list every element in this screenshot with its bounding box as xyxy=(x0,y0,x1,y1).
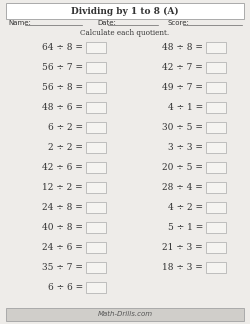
Text: 6 ÷ 6 =: 6 ÷ 6 = xyxy=(48,283,83,292)
Bar xyxy=(206,142,226,153)
Bar xyxy=(206,82,226,93)
Bar xyxy=(206,222,226,233)
Bar xyxy=(86,102,106,113)
Text: 3 ÷ 3 =: 3 ÷ 3 = xyxy=(168,143,203,152)
Text: 40 ÷ 8 =: 40 ÷ 8 = xyxy=(42,223,83,232)
Text: 64 ÷ 8 =: 64 ÷ 8 = xyxy=(42,43,83,52)
Bar xyxy=(6,308,244,321)
Text: 2 ÷ 2 =: 2 ÷ 2 = xyxy=(48,143,83,152)
Bar xyxy=(206,202,226,213)
Text: 12 ÷ 2 =: 12 ÷ 2 = xyxy=(42,183,83,192)
Text: 5 ÷ 1 =: 5 ÷ 1 = xyxy=(168,223,203,232)
Text: 20 ÷ 5 =: 20 ÷ 5 = xyxy=(162,163,203,172)
Text: Score:: Score: xyxy=(168,20,190,26)
Text: 48 ÷ 8 =: 48 ÷ 8 = xyxy=(162,43,203,52)
Bar xyxy=(86,142,106,153)
Bar xyxy=(86,122,106,133)
Text: Name:: Name: xyxy=(8,20,31,26)
Text: 24 ÷ 6 =: 24 ÷ 6 = xyxy=(42,243,83,252)
Bar xyxy=(206,162,226,173)
Text: 42 ÷ 7 =: 42 ÷ 7 = xyxy=(162,63,203,72)
Text: 35 ÷ 7 =: 35 ÷ 7 = xyxy=(42,263,83,272)
Text: Date:: Date: xyxy=(97,20,116,26)
Text: 48 ÷ 6 =: 48 ÷ 6 = xyxy=(42,103,83,112)
Bar xyxy=(206,42,226,53)
Text: Math-Drills.com: Math-Drills.com xyxy=(98,311,152,318)
Bar xyxy=(206,182,226,193)
Bar xyxy=(86,182,106,193)
Bar xyxy=(86,162,106,173)
Text: Calculate each quotient.: Calculate each quotient. xyxy=(80,29,170,37)
Text: 4 ÷ 1 =: 4 ÷ 1 = xyxy=(168,103,203,112)
Bar xyxy=(86,42,106,53)
Bar xyxy=(206,102,226,113)
Bar xyxy=(86,82,106,93)
Text: Dividing by 1 to 8 (A): Dividing by 1 to 8 (A) xyxy=(71,6,179,16)
Bar xyxy=(86,222,106,233)
Text: 18 ÷ 3 =: 18 ÷ 3 = xyxy=(162,263,203,272)
Bar xyxy=(86,262,106,273)
Bar xyxy=(6,3,244,19)
Bar xyxy=(86,282,106,293)
Bar xyxy=(206,242,226,253)
Text: 56 ÷ 7 =: 56 ÷ 7 = xyxy=(42,63,83,72)
Bar xyxy=(206,62,226,73)
Bar xyxy=(206,262,226,273)
Text: 49 ÷ 7 =: 49 ÷ 7 = xyxy=(162,83,203,92)
Text: 24 ÷ 8 =: 24 ÷ 8 = xyxy=(42,203,83,212)
Bar xyxy=(86,62,106,73)
Text: 4 ÷ 2 =: 4 ÷ 2 = xyxy=(168,203,203,212)
Text: 30 ÷ 5 =: 30 ÷ 5 = xyxy=(162,123,203,132)
Bar xyxy=(86,242,106,253)
Text: 21 ÷ 3 =: 21 ÷ 3 = xyxy=(162,243,203,252)
Text: 28 ÷ 4 =: 28 ÷ 4 = xyxy=(162,183,203,192)
Text: 6 ÷ 2 =: 6 ÷ 2 = xyxy=(48,123,83,132)
Bar xyxy=(86,202,106,213)
Text: 56 ÷ 8 =: 56 ÷ 8 = xyxy=(42,83,83,92)
Bar xyxy=(206,122,226,133)
Text: 42 ÷ 6 =: 42 ÷ 6 = xyxy=(42,163,83,172)
